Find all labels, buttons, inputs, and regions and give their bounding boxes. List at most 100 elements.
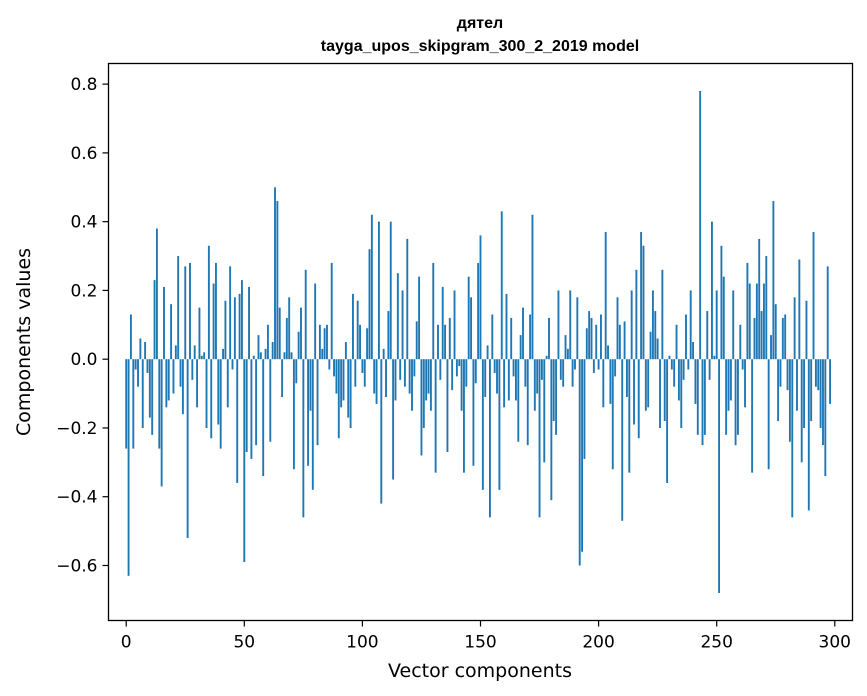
bar-248	[711, 221, 713, 360]
bar-122	[413, 359, 416, 377]
bar-108	[380, 359, 383, 504]
bar-270	[762, 283, 765, 360]
bar-224	[654, 311, 657, 360]
bar-263	[746, 262, 749, 360]
bar-76	[304, 269, 307, 360]
bar-244	[701, 359, 704, 446]
bar-193	[581, 359, 584, 552]
x-tick-label: 0	[121, 633, 132, 653]
bar-79	[311, 359, 314, 490]
bar-213	[628, 359, 631, 473]
bar-159	[500, 211, 503, 360]
bar-276	[777, 359, 780, 422]
bar-222	[649, 331, 652, 360]
bar-103	[368, 249, 371, 360]
x-tick-label: 50	[233, 633, 255, 653]
bar-5	[137, 359, 139, 387]
bar-136	[446, 359, 449, 453]
bar-211	[623, 321, 626, 360]
x-tick-label: 200	[582, 633, 614, 653]
bar-223	[651, 290, 654, 360]
bar-42	[224, 300, 227, 360]
bar-139	[453, 290, 456, 360]
bar-205	[609, 359, 612, 404]
bar-124	[418, 276, 421, 360]
bar-24	[181, 359, 184, 415]
y-tick-label: 0.6	[70, 144, 97, 164]
bar-191	[576, 297, 579, 360]
bar-238	[687, 359, 690, 370]
bar-51	[245, 359, 248, 453]
bar-240	[692, 342, 695, 360]
bar-157	[496, 359, 498, 394]
bar-13	[155, 228, 158, 360]
bar-98	[356, 300, 359, 360]
bar-44	[229, 266, 232, 360]
y-tick-label: 0.8	[70, 75, 97, 95]
bar-262	[744, 359, 746, 408]
x-tick-label: 250	[700, 633, 732, 653]
bar-126	[422, 359, 425, 428]
bar-125	[420, 359, 423, 456]
bar-138	[451, 359, 454, 391]
bar-63	[274, 187, 276, 360]
bar-178	[545, 355, 548, 360]
bar-128	[427, 359, 430, 394]
bar-47	[236, 359, 239, 483]
bar-233	[675, 324, 678, 360]
bar-179	[548, 317, 550, 360]
bar-34	[205, 359, 208, 428]
bar-234	[677, 359, 680, 401]
bar-197	[590, 317, 593, 360]
bar-84	[323, 328, 326, 360]
bar-15	[160, 359, 163, 487]
bar-282	[791, 359, 794, 518]
bar-142	[460, 359, 463, 411]
bar-185	[562, 359, 565, 387]
bar-7	[141, 359, 144, 428]
bar-106	[375, 359, 378, 404]
bar-28	[191, 359, 194, 380]
bar-107	[377, 221, 380, 360]
bar-70	[290, 352, 293, 360]
bar-229	[666, 359, 669, 483]
bar-164	[512, 359, 515, 377]
bar-221	[647, 359, 650, 408]
bar-114	[394, 359, 397, 401]
bar-144	[465, 359, 468, 387]
bar-252	[720, 245, 723, 360]
bar-202	[602, 359, 605, 408]
bar-152	[484, 359, 487, 398]
bar-50	[243, 359, 246, 563]
bar-259	[737, 359, 739, 435]
bar-64	[276, 201, 279, 360]
bar-267	[755, 283, 758, 360]
bar-80	[314, 283, 317, 360]
bar-109	[382, 348, 385, 360]
bar-92	[342, 359, 345, 401]
bar-165	[514, 359, 517, 401]
bar-261	[741, 359, 744, 370]
bar-77	[307, 359, 310, 466]
bar-32	[200, 355, 203, 360]
bar-268	[758, 238, 761, 360]
bar-172	[531, 214, 534, 360]
bar-286	[800, 359, 803, 463]
bar-226	[659, 359, 661, 428]
bar-66	[281, 359, 284, 398]
bar-48	[238, 293, 241, 360]
bar-131	[434, 359, 437, 473]
y-tick-label: 0.4	[70, 213, 97, 233]
bar-188	[569, 290, 572, 360]
bar-250	[715, 290, 718, 360]
bar-241	[694, 359, 697, 404]
bar-216	[635, 269, 638, 360]
bar-183	[557, 290, 560, 360]
bar-68	[285, 317, 288, 360]
bar-170	[526, 359, 529, 446]
bar-210	[621, 359, 624, 521]
bar-247	[708, 359, 711, 380]
x-tick-label: 300	[819, 633, 851, 653]
bar-89	[335, 359, 338, 394]
bar-9	[146, 359, 149, 373]
